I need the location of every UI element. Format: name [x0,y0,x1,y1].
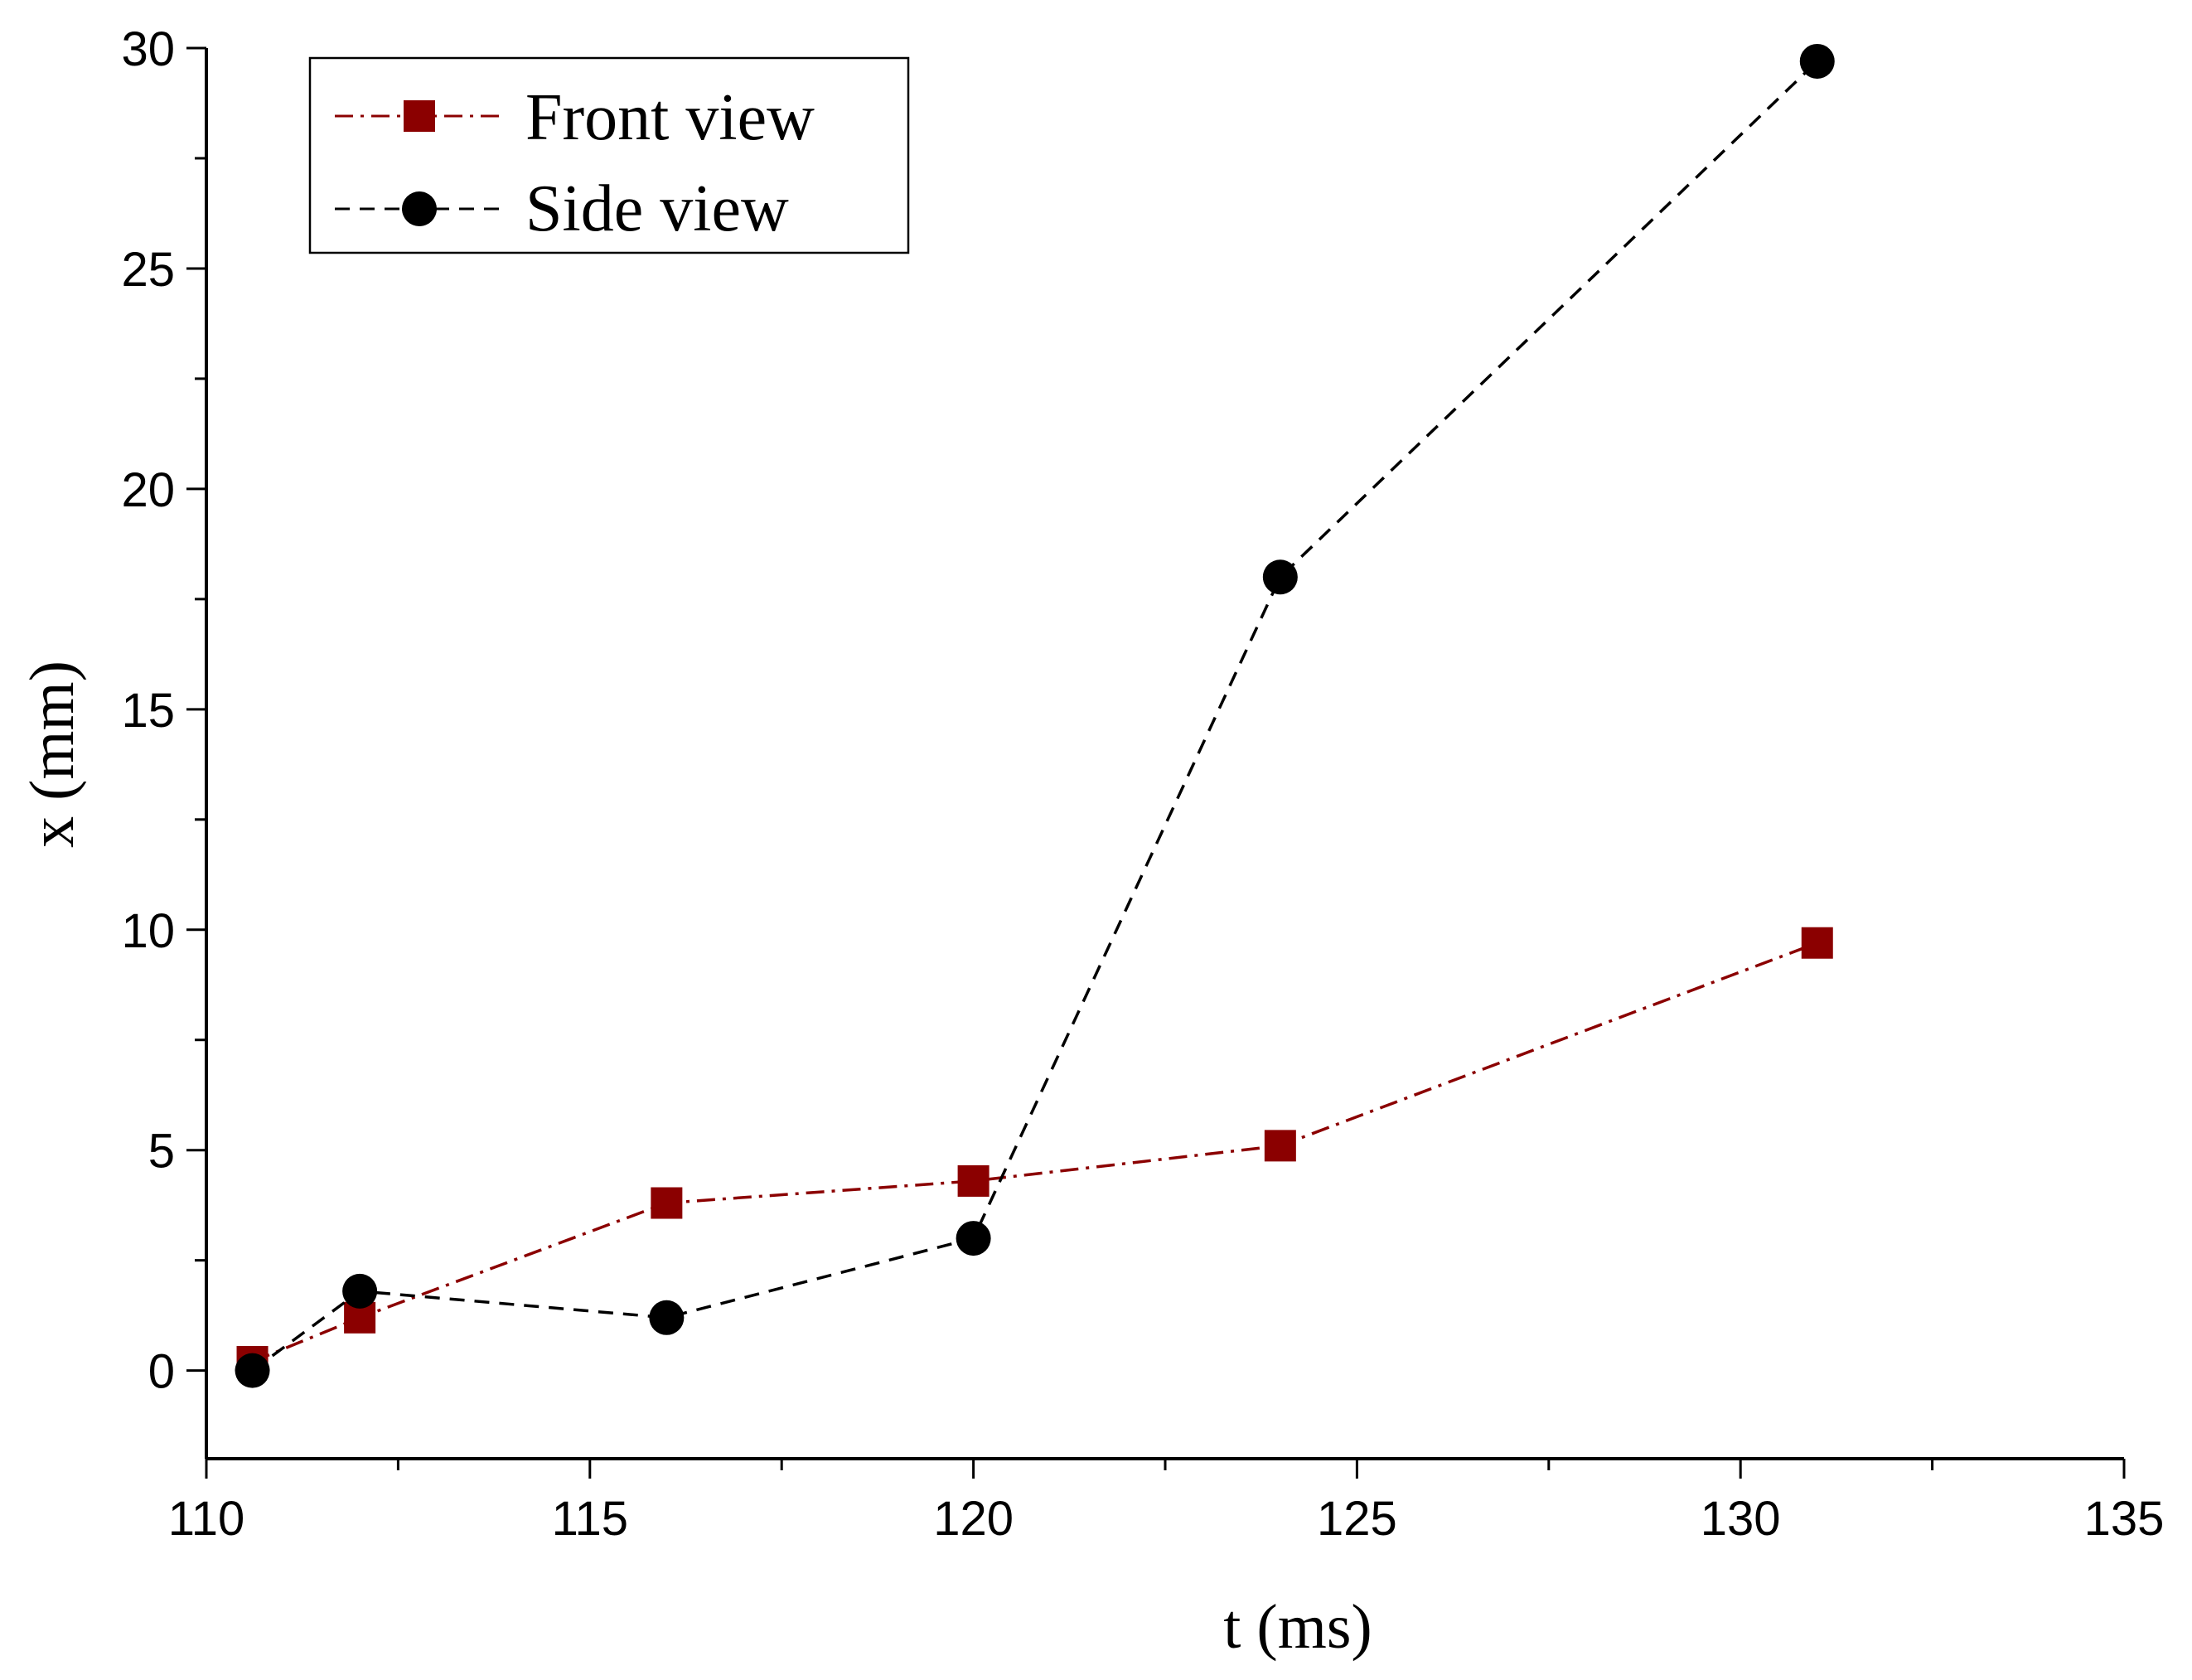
x-tick-label: 125 [1317,1492,1397,1546]
y-tick-label: 0 [148,1345,175,1399]
x-tick-label: 120 [933,1492,1014,1546]
series-layer [235,43,1835,1388]
y-tick-label: 5 [148,1125,175,1179]
data-point-side-view [649,1300,685,1335]
y-axis-title: x (mm) [17,661,87,848]
y-axis-ticks: 0 5 10 15 20 25 30 [121,22,206,1399]
series-line-side-view [251,60,1818,1373]
legend-marker-side-view [402,191,437,226]
x-tick-label: 135 [2084,1492,2165,1546]
y-tick-label: 10 [121,904,175,958]
legend-label-side-view: Side view [525,172,789,245]
x-tick-label: 110 [168,1492,244,1546]
data-point-side-view [956,1221,991,1256]
x-axis-ticks: 110 115 120 125 130 135 [168,1459,2165,1546]
data-point-side-view [342,1273,378,1309]
x-tick-label: 115 [552,1492,628,1546]
data-point-front-view [1264,1130,1296,1162]
data-point-side-view [1799,43,1835,79]
data-point-side-view [1262,559,1298,595]
data-point-front-view [651,1187,683,1219]
x-tick-label: 130 [1701,1492,1781,1546]
y-minor-ticks [195,157,206,1262]
y-tick-label: 20 [121,463,175,517]
y-tick-label: 25 [121,243,175,297]
x-axis-title: t (ms) [1223,1592,1372,1662]
legend-label-front-view: Front view [525,81,815,154]
legend-marker-front-view [404,100,435,132]
data-point-side-view [235,1353,270,1388]
y-tick-label: 15 [121,684,175,738]
data-point-front-view [1801,927,1833,959]
data-point-front-view [957,1164,990,1197]
legend: Front view Side view [308,56,910,254]
series-line-front-view [251,942,1818,1363]
x-minor-ticks [396,1459,1934,1470]
y-tick-label: 30 [121,22,175,76]
